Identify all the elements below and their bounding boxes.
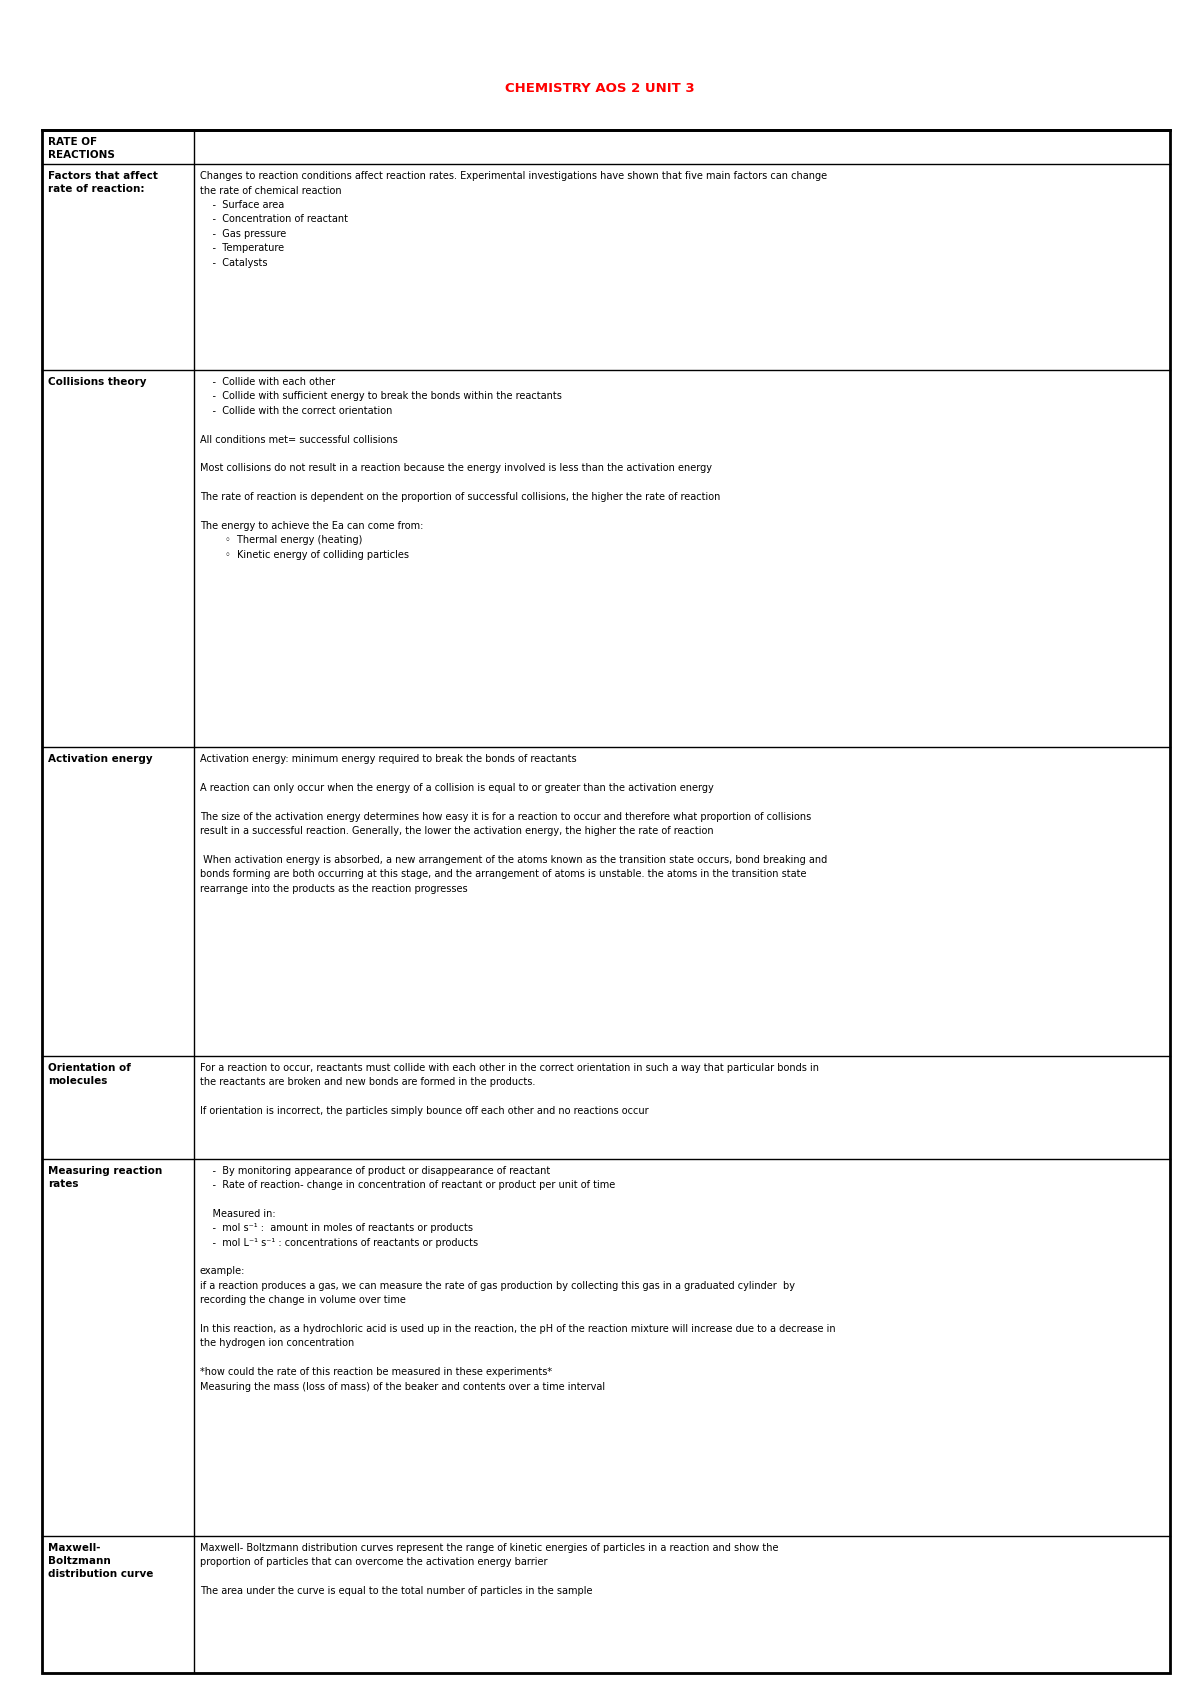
- Text: Maxwell- Boltzmann distribution curves represent the range of kinetic energies o: Maxwell- Boltzmann distribution curves r…: [200, 1543, 779, 1596]
- Text: CHEMISTRY AOS 2 UNIT 3: CHEMISTRY AOS 2 UNIT 3: [505, 82, 695, 95]
- Text: Maxwell-
Boltzmann
distribution curve: Maxwell- Boltzmann distribution curve: [48, 1543, 154, 1579]
- Text: Activation energy: Activation energy: [48, 754, 152, 764]
- Text: Measuring reaction
rates: Measuring reaction rates: [48, 1165, 162, 1189]
- Text: -  By monitoring appearance of product or disappearance of reactant
    -  Rate : - By monitoring appearance of product or…: [200, 1165, 835, 1392]
- Text: For a reaction to occur, reactants must collide with each other in the correct o: For a reaction to occur, reactants must …: [200, 1063, 818, 1116]
- Text: Collisions theory: Collisions theory: [48, 377, 146, 387]
- Text: Factors that affect
rate of reaction:: Factors that affect rate of reaction:: [48, 171, 158, 195]
- Text: -  Collide with each other
    -  Collide with sufficient energy to break the bo: - Collide with each other - Collide with…: [200, 377, 720, 560]
- Text: Orientation of
molecules: Orientation of molecules: [48, 1063, 131, 1087]
- Text: Changes to reaction conditions affect reaction rates. Experimental investigation: Changes to reaction conditions affect re…: [200, 171, 827, 268]
- Text: Activation energy: minimum energy required to break the bonds of reactants

A re: Activation energy: minimum energy requir…: [200, 754, 827, 893]
- Text: RATE OF
REACTIONS: RATE OF REACTIONS: [48, 138, 115, 160]
